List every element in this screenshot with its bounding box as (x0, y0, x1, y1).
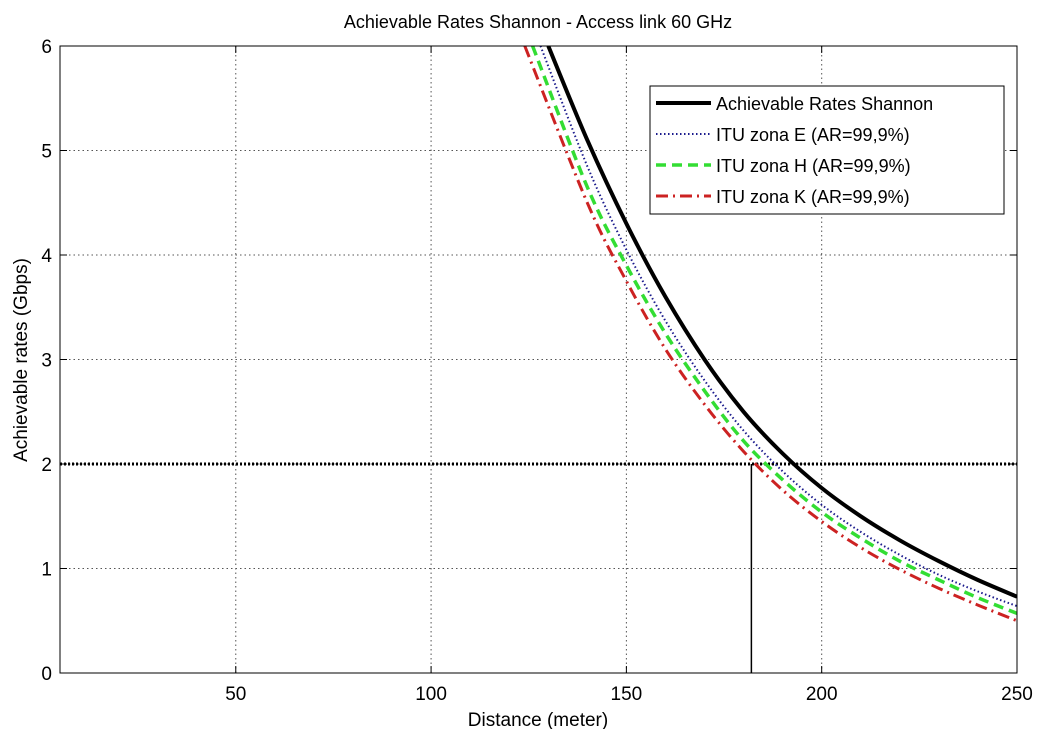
x-axis-label: Distance (meter) (468, 710, 608, 729)
x-tick-label: 100 (415, 684, 447, 705)
chart-title: Achievable Rates Shannon - Access link 6… (344, 12, 732, 32)
y-tick-label: 4 (41, 246, 52, 267)
series-line-0 (546, 46, 1017, 599)
y-tick-label: 5 (41, 142, 52, 163)
reference-lines (60, 462, 1017, 673)
y-tick-label: 2 (41, 455, 52, 476)
series-line-2 (530, 46, 1017, 616)
y-tick-label: 6 (41, 37, 52, 58)
legend-label-0: Achievable Rates Shannon (716, 94, 933, 114)
series-line-3 (523, 46, 1017, 623)
series-lines (523, 46, 1017, 623)
legend: Achievable Rates Shannon ITU zona E (AR=9… (649, 85, 1005, 215)
x-tick-label: 50 (225, 684, 246, 705)
legend-label-2: ITU zona H (AR=99,9%) (716, 156, 911, 176)
legend-label-1: ITU zona E (AR=99,9%) (716, 125, 910, 145)
legend-label-3: ITU zona K (AR=99,9%) (716, 187, 910, 207)
x-tick-label: 150 (611, 684, 643, 705)
y-axis-label: Achievable rates (Gbps) (11, 258, 32, 462)
ticks: 50 100 150 200 250 0 1 2 3 4 5 6 (41, 37, 1032, 705)
x-tick-label: 200 (806, 684, 838, 705)
y-tick-label: 3 (41, 351, 52, 372)
y-tick-label: 0 (41, 664, 52, 685)
x-tick-label: 250 (1001, 684, 1033, 705)
y-tick-label: 1 (41, 560, 52, 581)
legend-box (649, 85, 1005, 215)
